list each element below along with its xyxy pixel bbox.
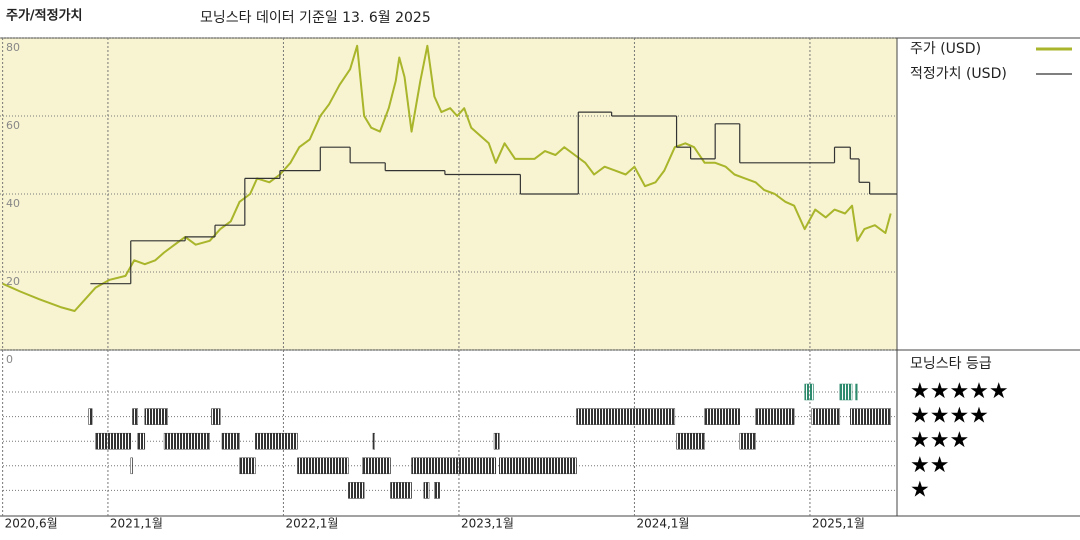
rating-period — [137, 432, 146, 450]
grid — [0, 37, 897, 516]
rating-period — [755, 408, 795, 425]
rating-period — [576, 408, 676, 425]
rating-period — [855, 383, 858, 401]
x-tick-label: 2023,1월 — [461, 517, 514, 531]
rating-period — [255, 432, 298, 450]
y-tick-label: 0 — [6, 353, 13, 366]
rating-period — [144, 408, 168, 425]
rating-period — [704, 408, 740, 425]
rating-period — [239, 457, 256, 475]
rating-label: ★★★★ — [910, 404, 989, 429]
rating-period — [493, 432, 500, 450]
y-tick-label: 40 — [6, 197, 20, 210]
rating-period — [88, 408, 93, 425]
x-tick-label: 2025,1월 — [812, 517, 865, 531]
rating-period — [434, 482, 440, 499]
legend-label: 적정가치 (USD) — [910, 66, 1007, 82]
rating-period — [390, 482, 412, 499]
chart-title: 주가/적정가치 — [6, 8, 83, 24]
rating-period — [297, 457, 349, 475]
rating-label: ★★★★★ — [910, 379, 1009, 404]
labels: 0 20 40 60 80 2020,6월 2021,1월 2022,1월 2023,1월 202… — [5, 41, 1072, 531]
rating-period — [221, 432, 240, 450]
rating-period — [132, 408, 139, 425]
rating-period — [850, 408, 891, 425]
y-tick-label: 20 — [6, 275, 20, 288]
rating-period — [348, 482, 365, 499]
x-tick-label: 2021,1월 — [110, 517, 163, 531]
y-tick-label: 80 — [6, 41, 20, 54]
marks — [2, 44, 897, 499]
rating-period — [411, 457, 497, 475]
chart-subtitle: 모닝스타 데이터 기준일 13. 6월 2025 — [200, 10, 431, 26]
x-tick-label: 2022,1월 — [285, 517, 338, 531]
rating-period — [362, 457, 391, 475]
rating-period — [130, 457, 133, 475]
rating-period — [499, 457, 577, 475]
rating-label: ★★★ — [910, 428, 969, 453]
rating-period — [676, 432, 705, 450]
ratings-title: 모닝스타 등급 — [910, 356, 992, 372]
rating-period — [163, 432, 210, 450]
rating-period — [211, 408, 221, 425]
rating-label: ★★ — [910, 453, 949, 478]
rating-period — [423, 482, 430, 499]
rating-period — [804, 383, 814, 401]
rating-period — [839, 383, 853, 401]
x-tick-label: 2024,1월 — [636, 517, 689, 531]
rating-period — [95, 432, 132, 450]
price-line — [2, 44, 892, 312]
rating-period — [811, 408, 841, 425]
x-tick-label: 2020,6월 — [5, 517, 58, 531]
legend-label: 주가 (USD) — [910, 41, 981, 57]
rating-label: ★ — [910, 477, 930, 502]
rating-period — [739, 432, 756, 450]
y-tick-label: 60 — [6, 119, 20, 132]
rating-period — [372, 432, 375, 450]
